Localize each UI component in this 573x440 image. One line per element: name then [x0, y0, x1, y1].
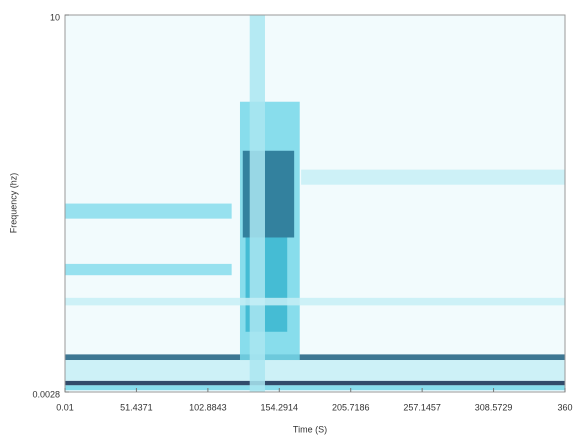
- x-tick-label: 257.1457: [403, 402, 441, 412]
- spectral-feature: [65, 360, 565, 381]
- x-tick-label: 51.4371: [120, 402, 153, 412]
- x-tick-label: 154.2914: [261, 402, 299, 412]
- spectral-feature: [301, 169, 565, 185]
- x-tick-label: 360: [557, 402, 572, 412]
- x-tick-label: 0.01: [56, 402, 74, 412]
- x-axis-label: Time (S): [293, 424, 327, 434]
- y-tick-label: 0.0028: [32, 389, 60, 399]
- spectral-feature: [65, 354, 565, 361]
- plot-frame: [64, 14, 566, 393]
- y-tick-label: 10: [50, 12, 60, 22]
- x-tick-label: 102.8843: [189, 402, 227, 412]
- x-tick-label: 205.7186: [332, 402, 370, 412]
- spectral-feature: [65, 380, 565, 386]
- spectral-feature: [65, 263, 232, 276]
- plot-background: [65, 15, 565, 392]
- y-axis-label: Frequency (hz): [8, 173, 18, 234]
- spectral-feature: [249, 15, 265, 392]
- spectrogram: [65, 15, 565, 392]
- spectral-feature: [65, 385, 565, 391]
- spectral-feature: [65, 203, 232, 219]
- x-tick-label: 308.5729: [475, 402, 513, 412]
- spectral-feature: [65, 297, 565, 306]
